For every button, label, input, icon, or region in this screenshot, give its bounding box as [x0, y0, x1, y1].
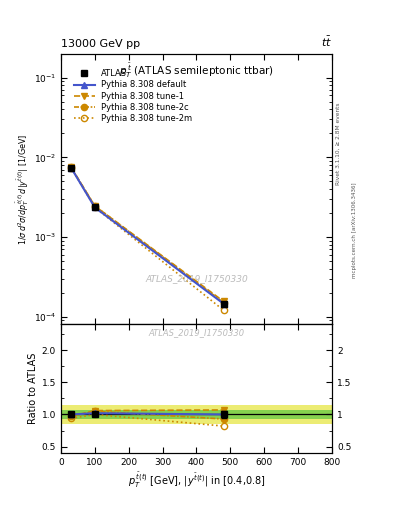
Legend: ATLAS, Pythia 8.308 default, Pythia 8.308 tune-1, Pythia 8.308 tune-2c, Pythia 8: ATLAS, Pythia 8.308 default, Pythia 8.30… [70, 66, 196, 126]
Text: ATLAS_2019_I1750330: ATLAS_2019_I1750330 [145, 274, 248, 283]
Text: ATLAS_2019_I1750330: ATLAS_2019_I1750330 [149, 328, 244, 337]
Text: mcplots.cern.ch [arXiv:1306.3436]: mcplots.cern.ch [arXiv:1306.3436] [352, 183, 357, 278]
Bar [61, 405, 332, 424]
X-axis label: $p_T^{\,\bar{t}(t)}$ [GeV], $|y^{\bar{t}(t)}|$ in [0.4,0.8]: $p_T^{\,\bar{t}(t)}$ [GeV], $|y^{\bar{t}… [128, 471, 265, 490]
Text: Rivet 3.1.10, ≥ 2.8M events: Rivet 3.1.10, ≥ 2.8M events [336, 102, 341, 185]
Bar [61, 410, 332, 419]
Y-axis label: Ratio to ATLAS: Ratio to ATLAS [28, 353, 37, 424]
Text: 13000 GeV pp: 13000 GeV pp [61, 38, 140, 49]
Text: $p_T^{\,\bar{t}}$ (ATLAS semileptonic ttbar): $p_T^{\,\bar{t}}$ (ATLAS semileptonic tt… [119, 62, 274, 80]
Y-axis label: $1 / \sigma\, d^2\!\sigma / dp_T^{\,\bar{t}(t)}\, d|y^{\bar{t}(t)}|\ [1/\mathrm{: $1 / \sigma\, d^2\!\sigma / dp_T^{\,\bar… [14, 134, 31, 245]
Text: $t\bar{t}$: $t\bar{t}$ [321, 34, 332, 49]
